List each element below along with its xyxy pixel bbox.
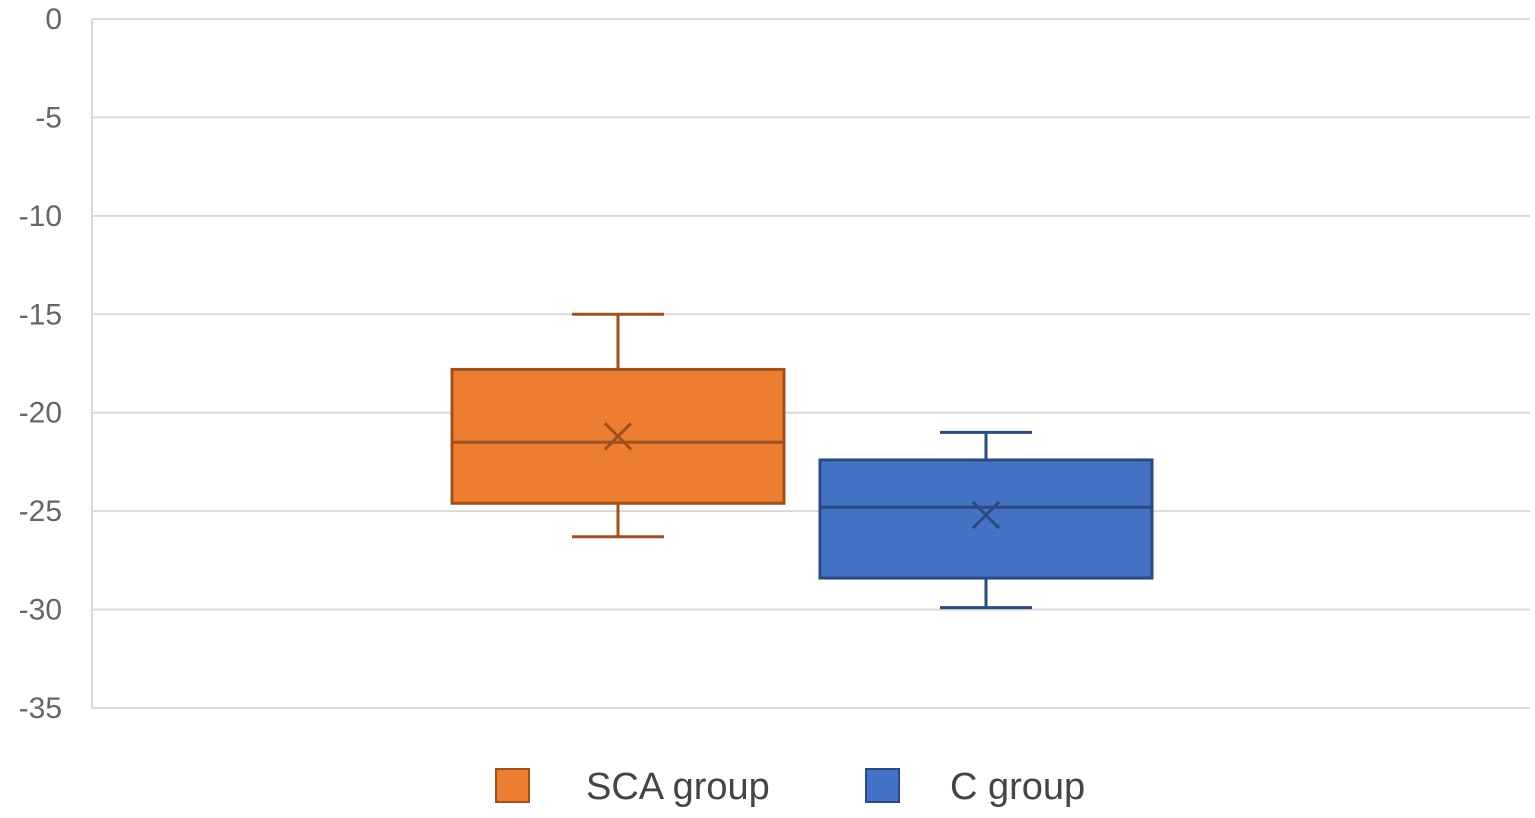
y-axis: 0 -5 -10 -15 -20 -25 -30 -35 — [19, 3, 93, 725]
y-tick-label: -35 — [19, 692, 62, 725]
y-tick-label: -5 — [35, 101, 62, 134]
legend-label: C group — [950, 766, 1085, 808]
y-tick-label: 0 — [45, 3, 62, 36]
y-tick-label: -10 — [19, 200, 62, 233]
legend-swatch — [865, 768, 900, 803]
legend-swatch — [495, 768, 530, 803]
legend-label: SCA group — [586, 766, 770, 808]
y-tick-label: -30 — [19, 594, 62, 627]
y-tick-label: -15 — [19, 298, 62, 331]
interquartile-box — [818, 458, 1154, 580]
box-sca-group — [450, 312, 786, 539]
box-c-group — [818, 430, 1154, 610]
y-tick-label: -25 — [19, 495, 62, 528]
y-tick-label: -20 — [19, 397, 62, 430]
mean-marker — [603, 422, 633, 451]
gridlines — [92, 18, 1530, 709]
legend-item: SCA group — [495, 766, 770, 808]
legend: SCA group C group — [495, 766, 1085, 808]
legend-item: C group — [865, 766, 1085, 808]
mean-marker — [971, 501, 1001, 530]
box-series — [450, 312, 1154, 610]
